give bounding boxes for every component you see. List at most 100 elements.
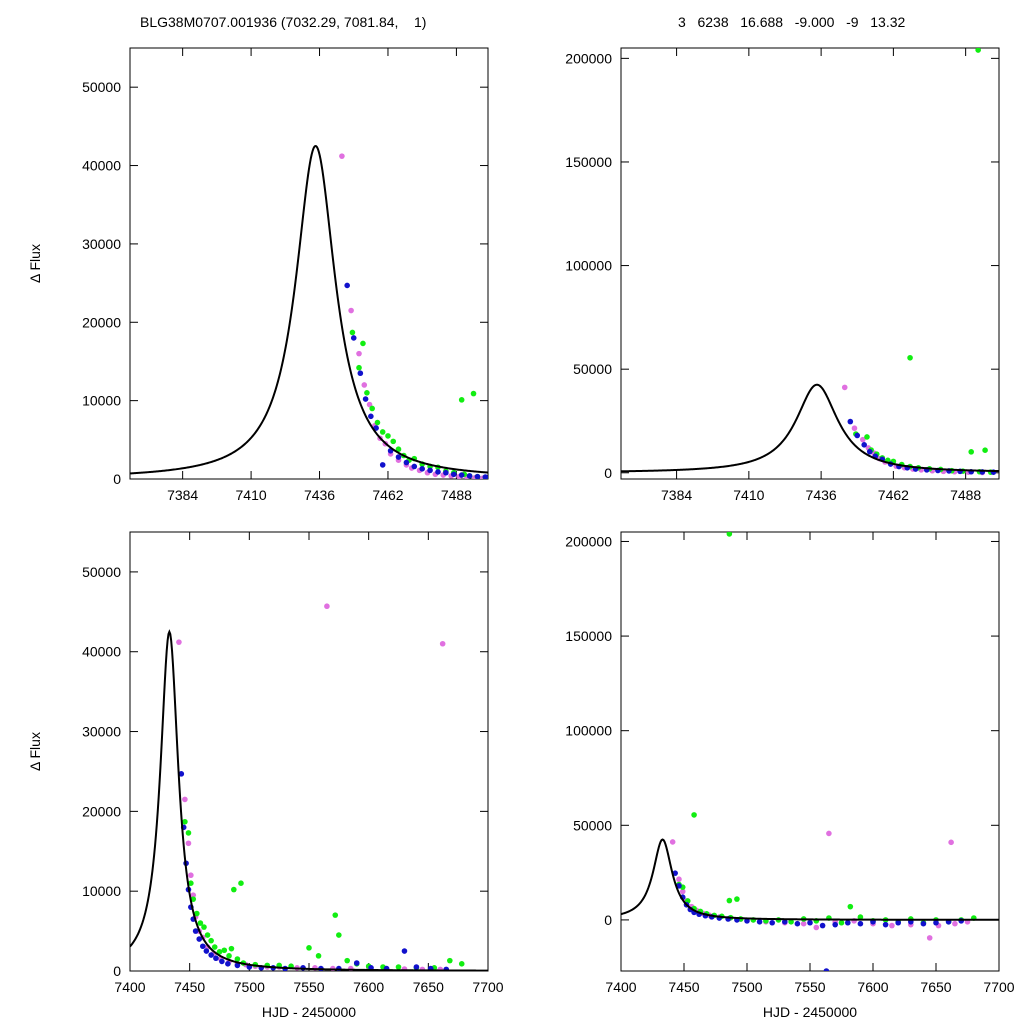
x-axis-label: HJD - 2450000 (262, 1004, 356, 1020)
data-point (379, 429, 386, 435)
series-green (182, 818, 465, 971)
x-tick-label: 7410 (733, 487, 764, 503)
data-point (185, 840, 192, 847)
data-point (482, 474, 488, 479)
data-point (344, 282, 350, 289)
data-point (197, 920, 204, 926)
data-point (403, 459, 410, 466)
y-tick-label: 50000 (573, 817, 612, 833)
x-tick-label: 7400 (605, 979, 636, 995)
data-point (413, 964, 420, 970)
data-point (474, 473, 481, 479)
data-point (361, 382, 368, 388)
data-point (216, 949, 223, 955)
x-tick-label: 7384 (661, 487, 692, 503)
data-point (889, 922, 895, 929)
x-tick-label: 7450 (174, 979, 205, 995)
x-tick-label: 7650 (413, 979, 444, 995)
x-tick-label: 7462 (878, 487, 909, 503)
model-curve (130, 144, 488, 475)
data-point (895, 919, 901, 926)
data-point (390, 438, 397, 445)
data-point (349, 329, 356, 336)
plot-frame (129, 531, 489, 972)
x-tick-label: 7700 (983, 979, 1014, 995)
data-point (395, 446, 402, 453)
x-tick-label: 7550 (293, 979, 324, 995)
data-point (769, 919, 775, 926)
data-point (344, 957, 350, 964)
panel-4: 7400 7450 7500 7550 7600 7650 7700 0 50000 100000… (565, 531, 1015, 1020)
data-point (188, 872, 194, 879)
data-point (975, 48, 981, 53)
x-tick-label: 7600 (353, 979, 384, 995)
data-point (226, 953, 232, 959)
data-point (366, 401, 373, 408)
data-point (190, 896, 197, 902)
y-tick-label: 0 (113, 963, 121, 979)
data-point (857, 914, 864, 920)
data-point (882, 921, 889, 928)
y-tick-label: 10000 (82, 883, 121, 899)
data-point (470, 390, 477, 397)
data-point (211, 944, 218, 950)
fit-parameters-header: 3 6238 16.688 -9.000 -9 13.32 (678, 14, 906, 30)
series-magenta (176, 603, 446, 971)
data-point (188, 880, 194, 886)
data-point (192, 928, 199, 934)
plot-frame (620, 531, 1000, 972)
data-point (208, 952, 214, 958)
x-tick-label: 7650 (920, 979, 951, 995)
data-point (458, 961, 465, 967)
model-curve (130, 629, 488, 971)
plot-area (130, 144, 488, 479)
data-point (374, 419, 381, 426)
data-point (231, 886, 237, 893)
panel-3: 7400 7450 7500 7550 7600 7650 7700 0 10000 20000 3… (27, 531, 504, 1020)
data-point (360, 340, 366, 347)
y-tick-label: 0 (604, 912, 612, 928)
data-point (832, 921, 838, 928)
data-point (857, 920, 864, 927)
data-point (201, 924, 207, 930)
y-axis-label: Δ Flux (27, 732, 43, 771)
data-point (847, 418, 854, 425)
data-point (813, 924, 820, 931)
y-tick-label: 20000 (82, 314, 121, 330)
data-point (199, 943, 206, 950)
data-point (219, 958, 225, 965)
data-point (336, 932, 342, 938)
data-point (238, 880, 244, 886)
data-point (369, 405, 375, 412)
data-point (362, 396, 369, 402)
data-point (450, 471, 457, 478)
x-tick-label: 7600 (857, 979, 888, 995)
data-point (926, 935, 933, 941)
data-point (176, 639, 182, 645)
y-tick-label: 100000 (565, 258, 612, 274)
data-point (907, 354, 913, 361)
data-point (826, 830, 832, 837)
model-curve (621, 838, 999, 921)
plot-frame (129, 47, 489, 480)
data-point (726, 532, 733, 537)
series-green (853, 48, 994, 475)
x-tick-label: 7550 (794, 979, 825, 995)
series-blue (344, 282, 488, 479)
data-point (726, 897, 733, 904)
data-point (182, 818, 188, 825)
data-point (435, 469, 441, 475)
y-tick-label: 50000 (82, 564, 121, 580)
data-point (368, 413, 374, 420)
data-point (203, 948, 210, 954)
x-tick-label: 7400 (114, 979, 145, 995)
series-magenta (841, 384, 986, 476)
data-point (234, 956, 241, 962)
y-tick-label: 150000 (565, 628, 612, 644)
data-point (185, 830, 192, 836)
data-point (860, 436, 866, 443)
data-point (324, 603, 330, 610)
data-point (864, 434, 870, 440)
data-point (221, 947, 228, 954)
